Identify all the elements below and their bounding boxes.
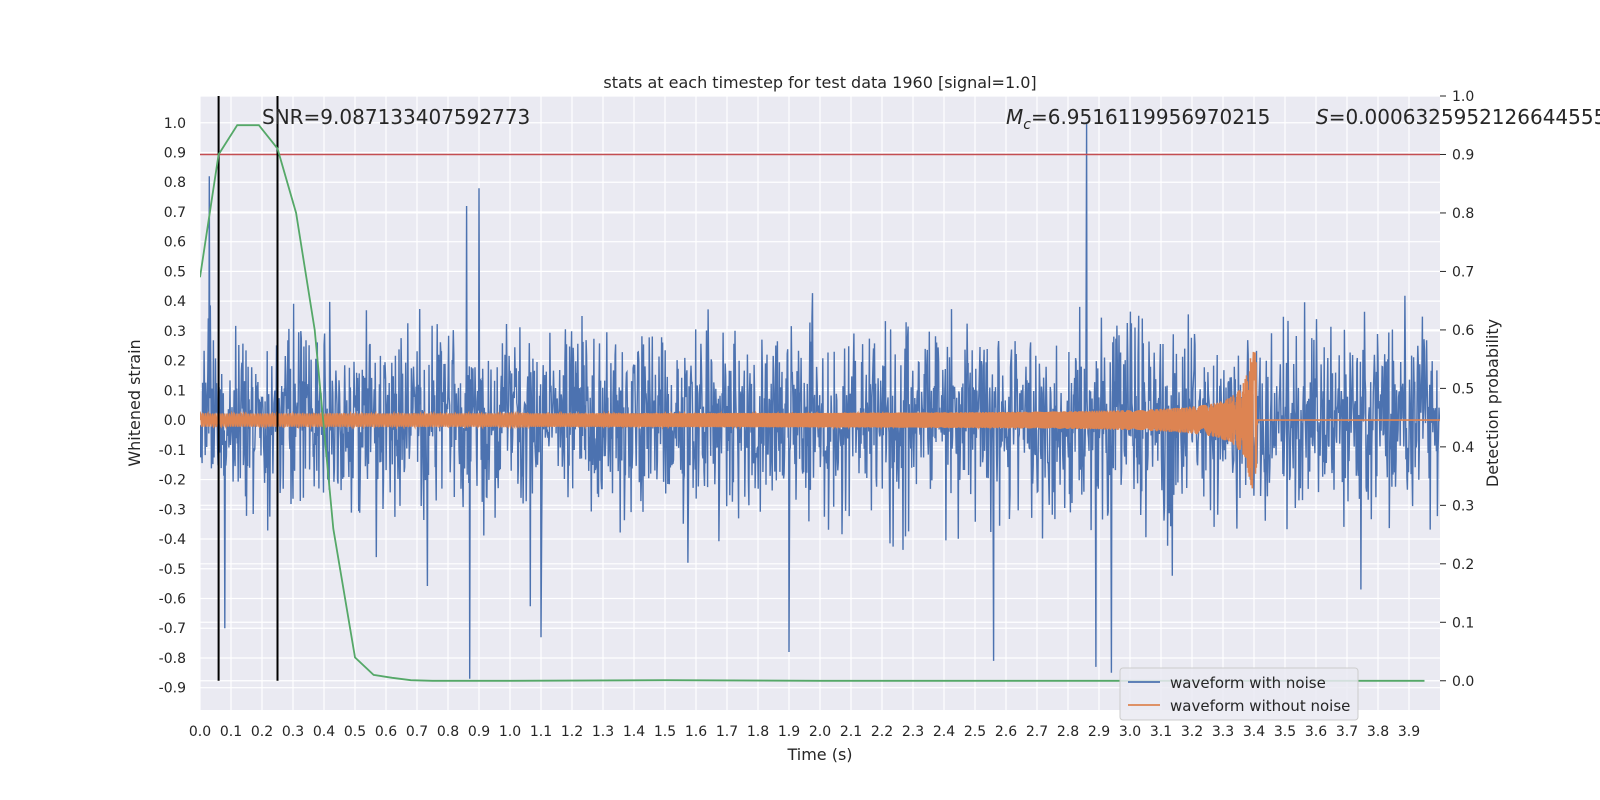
y2-tick-label: 0.0: [1452, 674, 1474, 690]
y-tick-label: -0.2: [159, 473, 186, 489]
y2-tick-label: 0.5: [1452, 381, 1474, 397]
y2-axis-label: Detection probability: [1483, 319, 1502, 487]
x-tick-label: 2.9: [1088, 724, 1110, 740]
y-tick-label: -0.6: [159, 591, 186, 607]
x-tick-label: 3.9: [1398, 724, 1420, 740]
signal-series: [200, 351, 1440, 489]
y-tick-label: -0.5: [159, 562, 186, 578]
y2-tick-label: 0.6: [1452, 323, 1474, 339]
y-tick-label: -0.8: [159, 651, 186, 667]
mc-annotation: Mc=6.9516119956970215: [1006, 105, 1270, 133]
legend: waveform with noise waveform without noi…: [1119, 667, 1359, 721]
legend-label-signal: waveform without noise: [1170, 697, 1350, 715]
x-tick-label: 0.9: [468, 724, 490, 740]
y-tick-label: 0.0: [164, 413, 186, 429]
x-tick-label: 1.7: [716, 724, 738, 740]
x-tick-label: 2.4: [933, 724, 955, 740]
y2-tick-label: 0.2: [1452, 557, 1474, 573]
y-tick-label: -0.1: [159, 443, 186, 459]
y2-tick-label: 0.3: [1452, 498, 1474, 514]
y2-axis-ticks: 1.0 0.9 0.8 0.7 0.6 0.5 0.4 0.3 0.2 0.1 0.0: [1440, 89, 1474, 690]
x-tick-label: 2.0: [809, 724, 831, 740]
y-tick-label: 0.9: [164, 145, 186, 161]
x-tick-label: 3.8: [1367, 724, 1389, 740]
x-tick-label: 2.6: [995, 724, 1017, 740]
signal-waveform-line: [200, 351, 1440, 489]
x-tick-label: 1.4: [623, 724, 645, 740]
x-tick-label: 2.3: [902, 724, 924, 740]
x-tick-label: 2.5: [964, 724, 986, 740]
y2-tick-label: 0.8: [1452, 206, 1474, 222]
y2-tick-label: 0.7: [1452, 264, 1474, 280]
y-tick-label: 0.5: [164, 264, 186, 280]
x-tick-label: 2.7: [1026, 724, 1048, 740]
x-tick-label: 2.8: [1057, 724, 1079, 740]
x-tick-label: 3.1: [1150, 724, 1172, 740]
x-tick-label: 0.0: [189, 724, 211, 740]
y-tick-label: -0.9: [159, 681, 186, 697]
legend-label-noise: waveform with noise: [1170, 674, 1326, 692]
x-tick-label: 0.2: [251, 724, 273, 740]
y-tick-label: 1.0: [164, 116, 186, 132]
noise-series: [200, 122, 1440, 679]
y-tick-label: -0.3: [159, 502, 186, 518]
y2-tick-label: 1.0: [1452, 89, 1474, 105]
y-tick-label: -0.4: [159, 532, 186, 548]
x-tick-label: 3.7: [1336, 724, 1358, 740]
x-tick-label: 3.5: [1274, 724, 1296, 740]
x-tick-label: 1.1: [530, 724, 552, 740]
x-tick-label: 1.6: [685, 724, 707, 740]
y-tick-label: 0.3: [164, 324, 186, 340]
y-tick-label: 0.2: [164, 354, 186, 370]
y-tick-label: 0.6: [164, 235, 186, 251]
y-tick-label: 0.4: [164, 294, 186, 310]
noise-waveform-line: [200, 122, 1440, 679]
x-tick-label: 0.4: [313, 724, 335, 740]
y-axis-label: Whitened strain: [125, 339, 144, 466]
x-tick-label: 0.6: [375, 724, 397, 740]
x-tick-label: 2.1: [840, 724, 862, 740]
x-axis-label: Time (s): [786, 745, 852, 764]
x-tick-label: 3.2: [1181, 724, 1203, 740]
x-tick-label: 1.0: [499, 724, 521, 740]
x-tick-label: 1.5: [654, 724, 676, 740]
x-tick-label: 3.4: [1243, 724, 1265, 740]
x-axis-ticks: 0.0 0.1 0.2 0.3 0.4 0.5 0.6 0.7 0.8 0.9 1.0 1.1 1.2 1…: [189, 724, 1420, 740]
x-tick-label: 1.8: [747, 724, 769, 740]
x-tick-label: 0.8: [437, 724, 459, 740]
y2-tick-label: 0.9: [1452, 147, 1474, 163]
legend-box: [1119, 667, 1359, 721]
x-tick-label: 1.3: [592, 724, 614, 740]
y2-tick-label: 0.1: [1452, 615, 1474, 631]
x-tick-label: 3.0: [1119, 724, 1141, 740]
probability-line: [200, 124, 1425, 682]
x-tick-label: 3.6: [1305, 724, 1327, 740]
y-tick-label: 0.8: [164, 175, 186, 191]
s-annotation: S=0.0006325952126644555: [1316, 105, 1600, 129]
chart-title: stats at each timestep for test data 196…: [603, 73, 1036, 92]
y-tick-label: 0.7: [164, 205, 186, 221]
snr-annotation: SNR=9.087133407592773: [262, 105, 530, 129]
x-tick-label: 0.1: [220, 724, 242, 740]
x-tick-label: 0.3: [282, 724, 304, 740]
y-tick-label: -0.7: [159, 621, 186, 637]
y-tick-label: 0.1: [164, 383, 186, 399]
x-tick-label: 0.7: [406, 724, 428, 740]
vertical-markers: [217, 96, 279, 681]
y2-tick-label: 0.4: [1452, 440, 1474, 456]
x-tick-label: 0.5: [344, 724, 366, 740]
x-tick-label: 2.2: [871, 724, 893, 740]
x-tick-label: 3.3: [1212, 724, 1234, 740]
y-axis-ticks: 1.0 0.9 0.8 0.7 0.6 0.5 0.4 0.3 0.2 0.1 0.0 -0.1 -0.…: [159, 116, 186, 697]
x-tick-label: 1.2: [561, 724, 583, 740]
x-tick-label: 1.9: [778, 724, 800, 740]
